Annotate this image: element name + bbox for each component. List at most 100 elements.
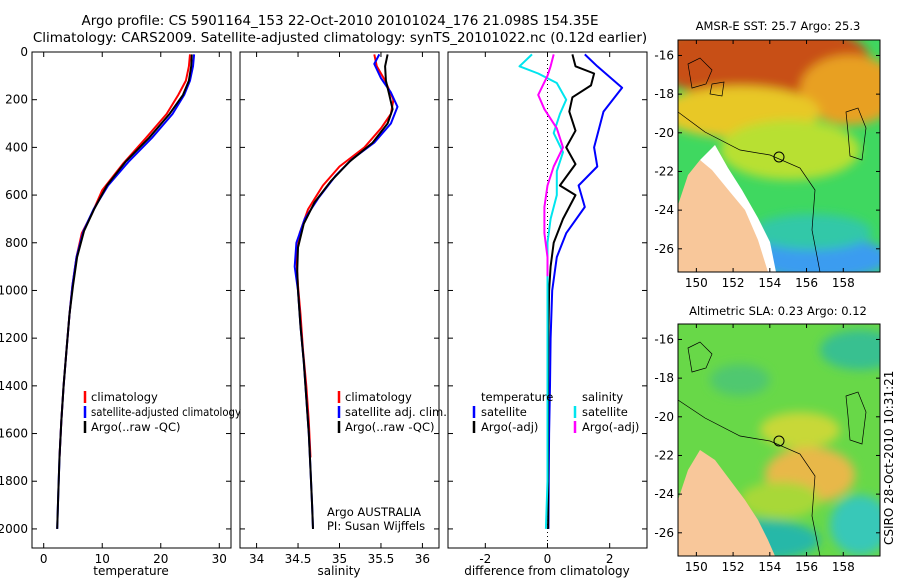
x-tick-label: 0	[40, 552, 48, 566]
sla-mid-region	[740, 482, 820, 518]
difference-xlabel: difference from climatology	[464, 564, 630, 578]
x-tick-label: 0	[544, 552, 552, 566]
map-y-tick-label: -20	[654, 126, 674, 140]
isobath-contour	[678, 399, 821, 556]
credit-stamp: CSIRO 28-Oct-2010 10:31:21	[882, 371, 896, 545]
y-tick-label: 1800	[0, 474, 28, 488]
missing-data-mask	[700, 145, 776, 272]
series-line-salinity-argo-adj-	[537, 54, 564, 277]
difference-legend: temperature salinity satellite Argo(-adj…	[472, 390, 639, 434]
reef-contour	[709, 81, 725, 97]
x-tick-label: 34	[249, 552, 264, 566]
legend-title-temperature: temperature	[481, 390, 553, 404]
y-tick-label: 400	[5, 140, 28, 154]
sla-low-region	[710, 364, 770, 396]
y-tick-label: 600	[5, 188, 28, 202]
temperature-plot-frame	[31, 51, 232, 549]
map-x-tick-label: 156	[795, 560, 818, 574]
profile-location-marker	[773, 151, 785, 163]
y-tick-label: 1400	[0, 379, 28, 393]
sst-map	[678, 40, 880, 272]
sst-warm-region	[800, 55, 880, 125]
annotation-line1: Argo AUSTRALIA	[327, 505, 421, 519]
map-x-tick-label: 156	[795, 276, 818, 290]
map-x-tick-label: 150	[685, 276, 708, 290]
reef-contour	[687, 57, 713, 89]
map-x-tick-label: 154	[758, 276, 781, 290]
legend-label: satellite adj. clim.	[345, 405, 447, 419]
legend-label: climatology	[91, 390, 158, 404]
y-tick-label: 800	[5, 236, 28, 250]
map-y-tick-label: -26	[654, 242, 674, 256]
series-line-satellite-adjusted-climatology	[56, 54, 196, 529]
legend-label: satellite	[481, 405, 527, 419]
x-tick-label: 35.5	[368, 552, 395, 566]
x-tick-label: 30	[212, 552, 227, 566]
reef-contour	[845, 391, 867, 445]
annotation-line2: PI: Susan Wijffels	[327, 519, 425, 533]
map-y-tick-label: -18	[654, 87, 674, 101]
y-tick-label: 0	[20, 45, 28, 59]
y-tick-label: 200	[5, 93, 28, 107]
sst-cool-region	[752, 214, 872, 250]
map-y-tick-label: -16	[654, 332, 674, 346]
isobath-contour	[678, 111, 821, 272]
sla-map-frame	[677, 323, 881, 557]
legend-label: Argo(-adj)	[481, 420, 538, 434]
map-y-tick-label: -20	[654, 410, 674, 424]
map-y-tick-label: -22	[654, 448, 674, 462]
legend-label: Argo(..raw -QC)	[345, 420, 435, 434]
x-tick-label: 34.5	[285, 552, 312, 566]
x-tick-label: 2	[606, 552, 614, 566]
temperature-xlabel: temperature	[93, 564, 168, 578]
land-mask	[678, 160, 775, 272]
sst-map-title: AMSR-E SST: 25.7 Argo: 25.3	[696, 19, 861, 33]
map-x-tick-label: 158	[832, 276, 855, 290]
sla-low-region	[830, 495, 880, 555]
legend-label: Argo(..raw -QC)	[91, 420, 181, 434]
salinity-legend: climatology satellite adj. clim. Argo(..…	[327, 390, 447, 533]
reef-contour	[845, 107, 867, 161]
sla-map-title: Altimetric SLA: 0.23 Argo: 0.12	[689, 304, 867, 318]
land-mask	[678, 450, 775, 556]
x-tick-label: 20	[153, 552, 168, 566]
series-line-argo-raw-qc-	[56, 54, 193, 529]
header-line1: Argo profile: CS 5901164_153 22-Oct-2010…	[81, 13, 598, 29]
salinity-xlabel: salinity	[317, 564, 360, 578]
reef-contour	[687, 341, 713, 373]
legend-label: climatology	[345, 390, 412, 404]
map-y-tick-label: -22	[654, 164, 674, 178]
series-line-temperature-satellite	[547, 53, 624, 529]
series-line-argo-raw-qc-	[296, 54, 394, 529]
map-y-tick-label: -18	[654, 371, 674, 385]
legend-label: satellite	[582, 405, 628, 419]
map-x-tick-label: 154	[758, 560, 781, 574]
map-x-tick-label: 152	[722, 560, 745, 574]
sla-map	[678, 324, 880, 556]
map-x-tick-label: 152	[722, 276, 745, 290]
x-tick-label: -2	[479, 552, 491, 566]
y-tick-label: 2000	[0, 522, 28, 536]
sla-high-region	[760, 412, 840, 448]
map-x-tick-label: 158	[832, 560, 855, 574]
header-line2: Climatology: CARS2009. Satellite-adjuste…	[33, 30, 647, 46]
map-y-tick-label: -26	[654, 526, 674, 540]
map-y-tick-label: -24	[654, 487, 674, 501]
series-line-salinity-satellite	[518, 53, 568, 529]
map-x-tick-label: 150	[685, 560, 708, 574]
sla-low-region	[820, 330, 880, 370]
salinity-plot-frame	[239, 51, 440, 549]
x-tick-label: 35	[332, 552, 347, 566]
temperature-legend: climatology satellite-adjusted climatolo…	[83, 390, 241, 434]
legend-label: Argo(-adj)	[582, 420, 639, 434]
y-tick-label: 1200	[0, 331, 28, 345]
sst-mid-region	[720, 120, 860, 180]
x-tick-label: 10	[95, 552, 110, 566]
profile-location-marker	[773, 435, 785, 447]
x-tick-label: 36	[415, 552, 430, 566]
y-tick-label: 1000	[0, 283, 28, 297]
y-tick-label: 1600	[0, 427, 28, 441]
legend-title-salinity: salinity	[582, 390, 623, 404]
map-y-tick-label: -24	[654, 203, 674, 217]
